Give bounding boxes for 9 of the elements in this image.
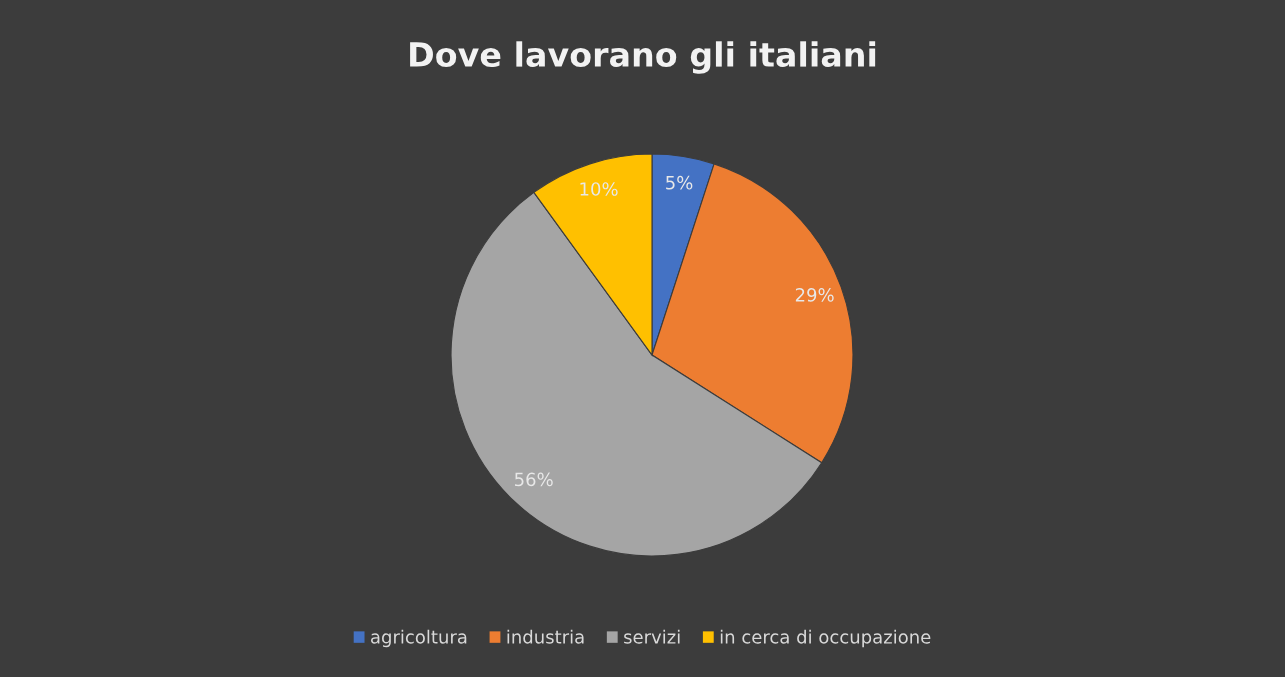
data-label: 56% <box>515 472 553 487</box>
data-label: 29% <box>795 288 834 302</box>
data-label: 5% <box>666 175 693 190</box>
legend-label: agricoltura <box>371 629 467 648</box>
data-label: 10% <box>580 182 618 196</box>
legend-label: industria <box>507 629 584 644</box>
chart-title: Dove lavorano gli italiani <box>410 41 876 74</box>
legend-label: in cerca di occupazione <box>720 629 931 648</box>
legend-label: servizi <box>624 629 680 644</box>
